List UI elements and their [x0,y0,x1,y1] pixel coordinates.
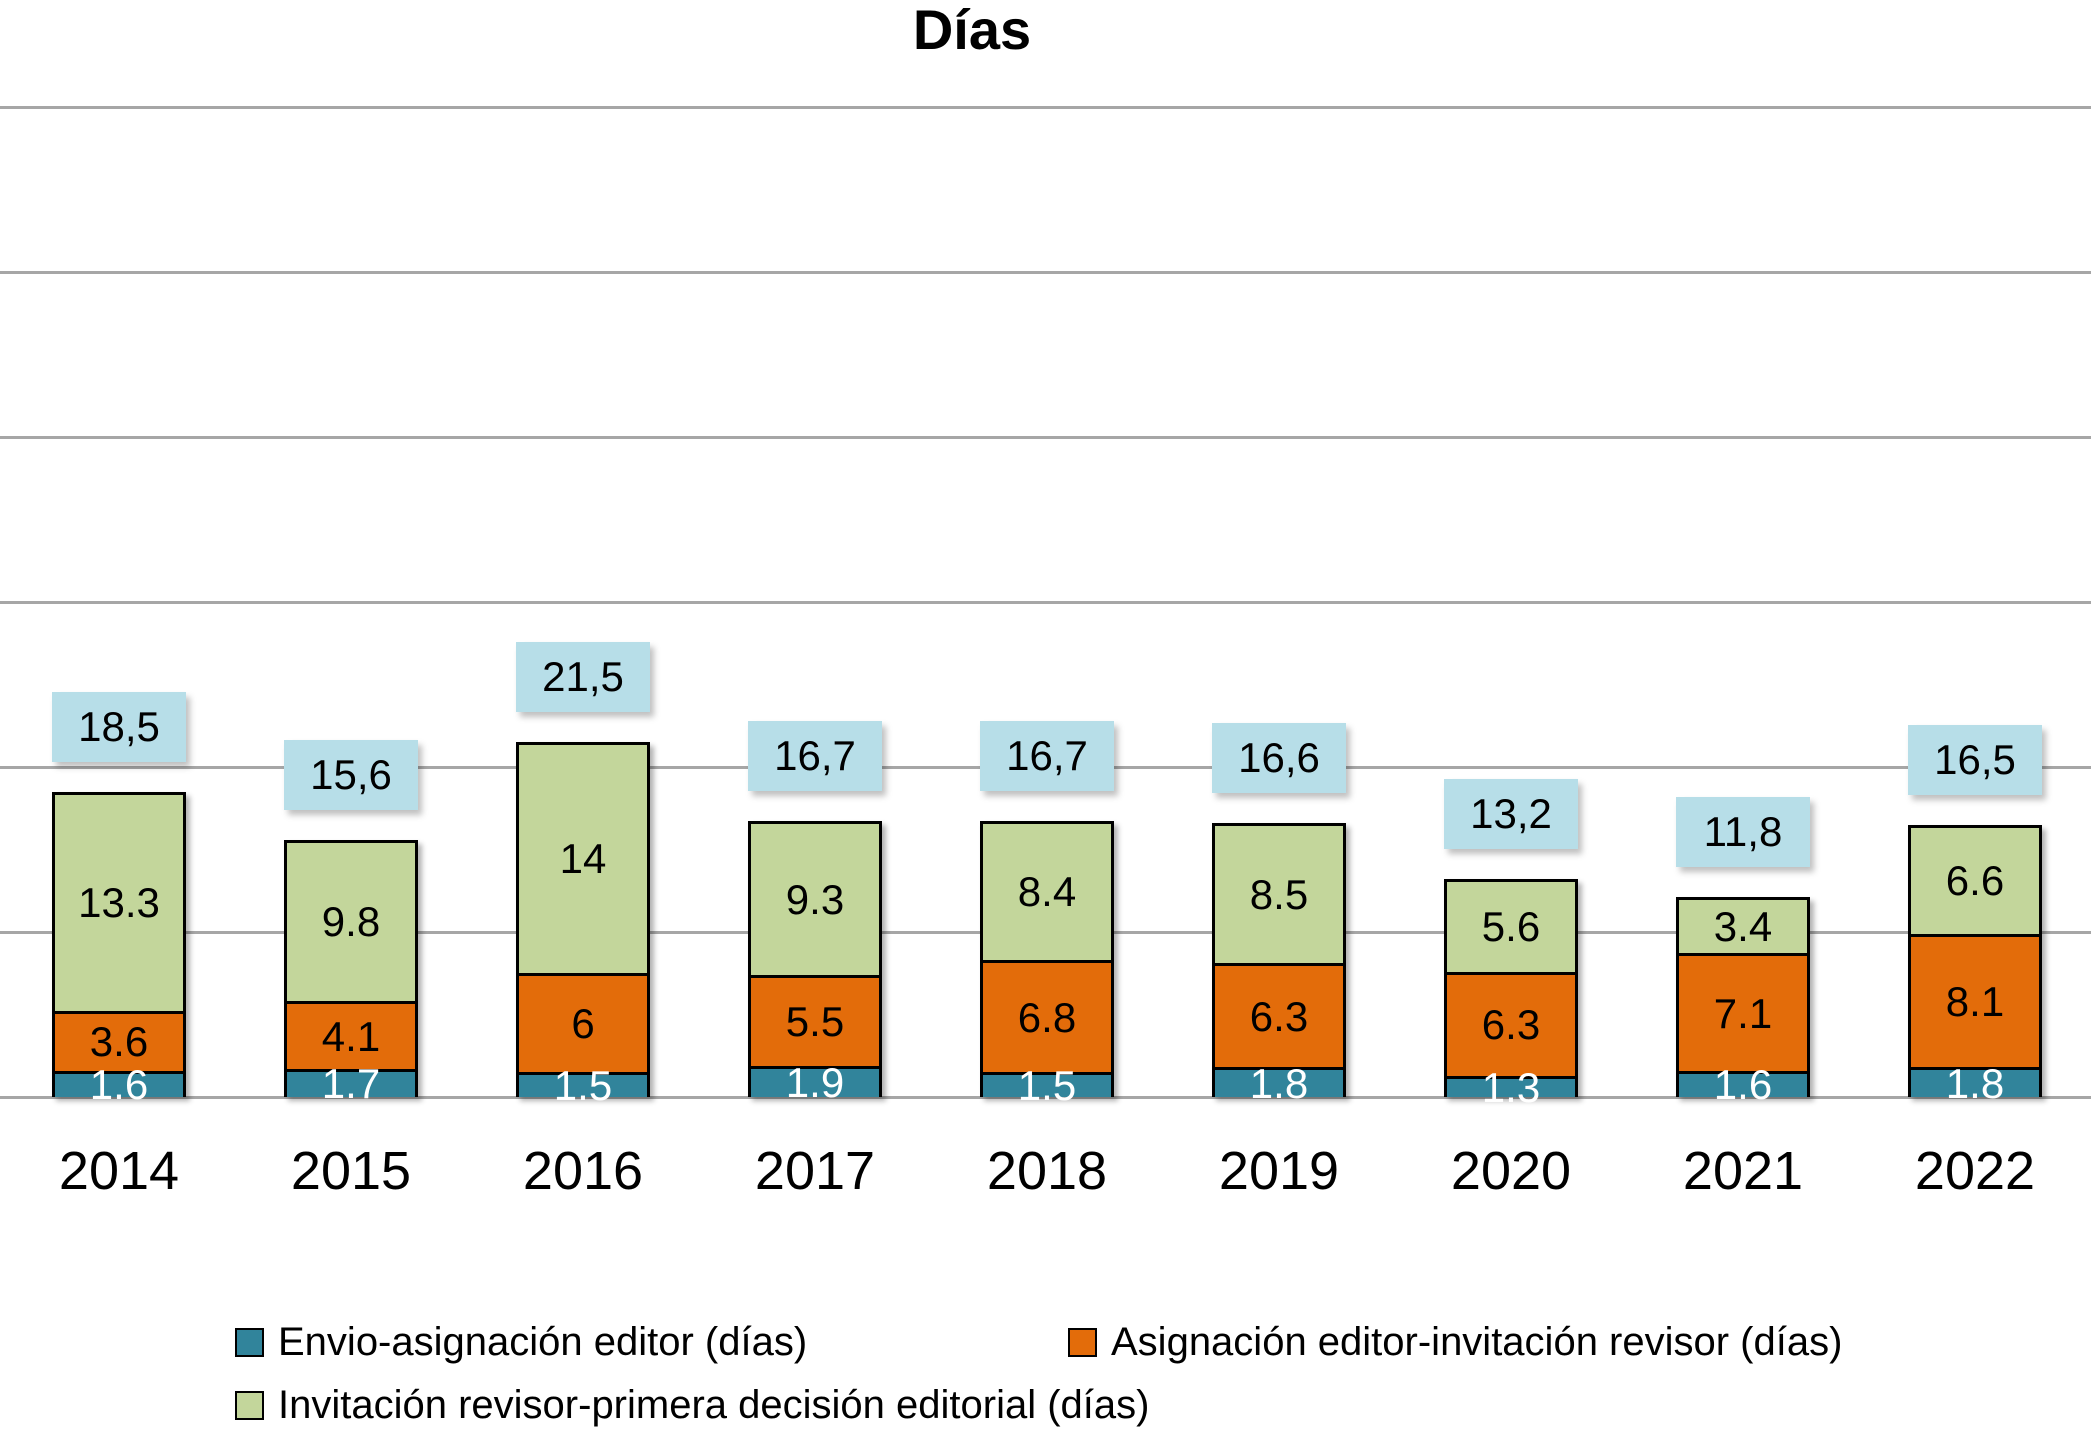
total-label-2015: 15,6 [284,739,418,810]
bar-2020: 1.3 6.3 5.6 [1444,879,1578,1109]
bar-segment-invitacion-2021: 3.4 [1676,897,1810,954]
total-label-2014: 18,5 [52,691,186,762]
bar-segment-asignacion-2016: 6 [516,973,650,1073]
year-label-2015: 2015 [290,1141,412,1201]
total-label-2017: 16,7 [748,721,882,792]
bar-segment-asignacion-2017: 5.5 [748,974,882,1066]
total-label-2021: 11,8 [1676,797,1810,868]
year-label-2016: 2016 [522,1141,644,1201]
bar-segment-envio-2017: 1.9 [748,1061,882,1104]
total-label-2020: 13,2 [1444,779,1578,850]
gridline [0,601,2091,604]
year-label-2021: 2021 [1682,1141,1804,1201]
legend-label-invitacion-decision: Invitación revisor-primera decisión edit… [278,1383,1150,1427]
legend-label-asignacion-invitacion: Asignación editor-invitación revisor (dí… [1111,1320,1843,1364]
legend-item-asignacion-invitacion: Asignación editor-invitación revisor (dí… [1068,1320,1842,1365]
bar-segment-envio-2018: 1.5 [980,1065,1114,1106]
bar-segment-invitacion-2014: 13.3 [52,791,186,1012]
bar-segment-envio-2014: 1.6 [52,1063,186,1106]
year-label-2022: 2022 [1914,1141,2036,1201]
year-label-2017: 2017 [754,1141,876,1201]
bar-2017: 1.9 5.5 9.3 [748,821,882,1104]
year-label-2019: 2019 [1218,1141,1340,1201]
legend-label-envio-asignacion: Envio-asignación editor (días) [278,1320,808,1364]
bar-segment-invitacion-2015: 9.8 [284,839,418,1002]
gridline [0,436,2091,439]
bar-segment-invitacion-2020: 5.6 [1444,879,1578,972]
bar-2016: 1.5 6 14 [516,742,650,1106]
bar-2022: 1.8 8.1 6.6 [1908,824,2042,1104]
bar-segment-asignacion-2022: 8.1 [1908,933,2042,1068]
legend-swatch-invitacion-decision [235,1391,264,1420]
bar-2018: 1.5 6.8 8.4 [980,821,1114,1106]
gridline [0,271,2091,274]
bar-segment-asignacion-2014: 3.6 [52,1011,186,1071]
x-axis-line [0,1096,2091,1099]
gridline [0,106,2091,109]
bar-segment-invitacion-2016: 14 [516,742,650,974]
bar-segment-asignacion-2015: 4.1 [284,1001,418,1069]
total-label-2018: 16,7 [980,721,1114,792]
bar-2021: 1.6 7.1 3.4 [1676,897,1810,1106]
bar-segment-envio-2022: 1.8 [1908,1062,2042,1104]
bar-2019: 1.8 6.3 8.5 [1212,823,1346,1104]
legend-item-invitacion-decision: Invitación revisor-primera decisión edit… [235,1383,1149,1428]
bar-segment-asignacion-2018: 6.8 [980,960,1114,1073]
bar-segment-envio-2020: 1.3 [1444,1066,1578,1109]
year-label-2020: 2020 [1450,1141,1572,1201]
legend-item-envio-asignacion: Envio-asignación editor (días) [235,1320,807,1365]
bar-segment-invitacion-2017: 9.3 [748,821,882,975]
bar-2014: 1.6 3.6 13.3 [52,791,186,1106]
bar-segment-asignacion-2019: 6.3 [1212,963,1346,1068]
chart-title: Días [912,0,1032,61]
bar-segment-invitacion-2018: 8.4 [980,821,1114,961]
legend-swatch-envio-asignacion [235,1328,264,1357]
bar-segment-envio-2015: 1.7 [284,1063,418,1105]
bar-segment-envio-2019: 1.8 [1212,1062,1346,1104]
total-label-2016: 21,5 [516,642,650,713]
bar-segment-asignacion-2021: 7.1 [1676,953,1810,1071]
total-label-2019: 16,6 [1212,723,1346,794]
bar-2015: 1.7 4.1 9.8 [284,839,418,1105]
bar-segment-invitacion-2022: 6.6 [1908,824,2042,934]
bar-segment-invitacion-2019: 8.5 [1212,823,1346,964]
bar-segment-envio-2021: 1.6 [1676,1063,1810,1106]
year-label-2018: 2018 [986,1141,1108,1201]
year-label-2014: 2014 [58,1141,180,1201]
bar-segment-asignacion-2020: 6.3 [1444,971,1578,1076]
bar-segment-envio-2016: 1.5 [516,1065,650,1106]
legend-swatch-asignacion-invitacion [1068,1328,1097,1357]
total-label-2022: 16,5 [1908,724,2042,795]
